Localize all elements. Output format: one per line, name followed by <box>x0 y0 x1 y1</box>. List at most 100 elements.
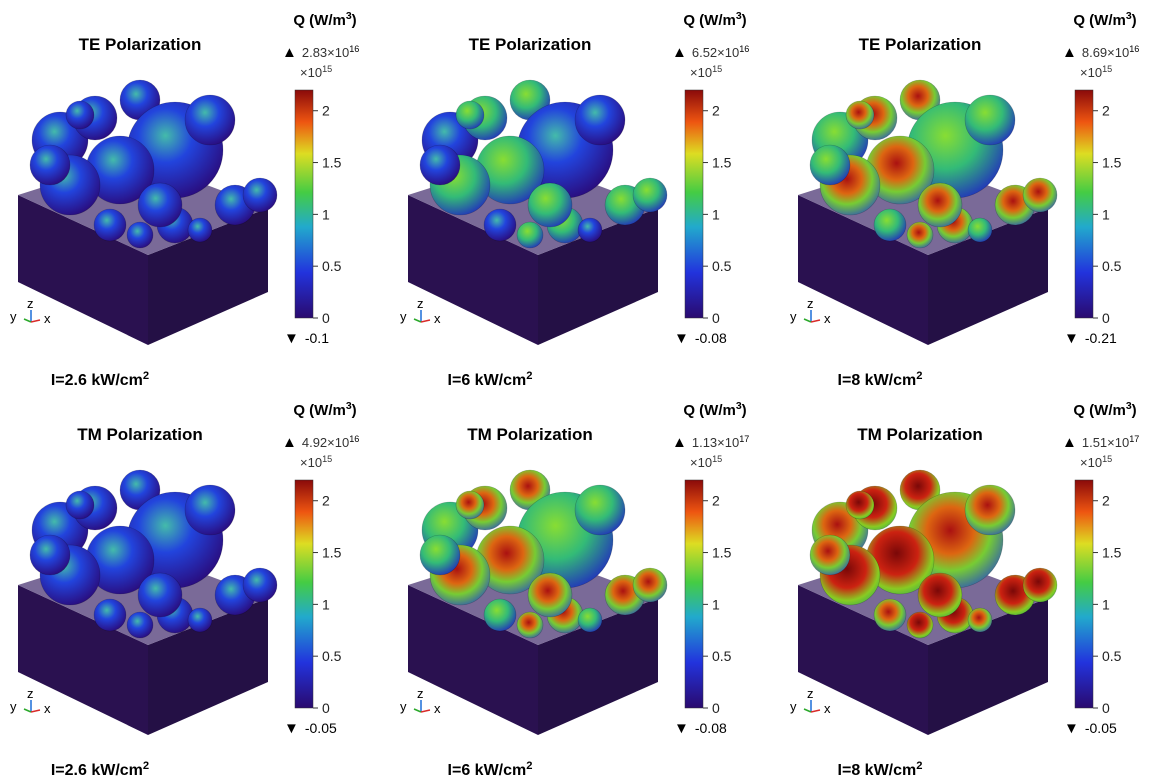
axis-z-label: z <box>807 686 814 701</box>
colorbar-tick-label: 1.5 <box>322 545 342 561</box>
intensity-text: I=8 kW/cm <box>838 762 917 779</box>
sphere <box>1023 568 1057 602</box>
sphere <box>965 485 1015 535</box>
colorbar-tick-label: 0 <box>322 310 330 326</box>
axis-x-label: x <box>434 701 441 716</box>
sphere <box>138 573 182 617</box>
axis-y-label: y <box>400 309 407 324</box>
superscript: 2 <box>916 760 922 772</box>
sphere <box>66 491 94 519</box>
min-value: -0.1 <box>305 330 329 346</box>
max-base: 8.69×10 <box>1082 45 1129 60</box>
sphere <box>185 95 235 145</box>
unit-text: Q (W/m <box>293 12 346 29</box>
colorbar-tick-label: 1.5 <box>322 155 342 171</box>
unit-text: Q (W/m <box>1073 12 1126 29</box>
sphere <box>633 568 667 602</box>
sphere <box>188 608 212 632</box>
multiplier-base: ×10 <box>690 455 712 470</box>
panel: TM PolarizationQ (W/m3)▲4.92×1016×101500… <box>10 400 359 779</box>
colorbar-min: ▼-0.05 <box>284 720 337 737</box>
sphere <box>517 222 543 248</box>
superscript: 16 <box>739 44 749 54</box>
axis-triad: yzx <box>10 296 51 326</box>
unit-text: Q (W/m <box>683 12 736 29</box>
colorbar-tick-label: 1.5 <box>712 545 732 561</box>
min-value: -0.05 <box>1085 720 1117 736</box>
colorbar-min: ▼-0.08 <box>674 330 727 347</box>
sphere <box>575 95 625 145</box>
colorbar-max: ▲8.69×1016 <box>1062 44 1139 61</box>
superscript: 16 <box>1129 44 1139 54</box>
colorbar <box>685 90 703 318</box>
colorbar-tick-label: 0.5 <box>322 258 342 274</box>
axis-x-label: x <box>44 311 51 326</box>
colorbar <box>1075 480 1093 708</box>
min-value: -0.21 <box>1085 330 1117 346</box>
intensity-text: I=2.6 kW/cm <box>51 762 143 779</box>
axis-z-label: z <box>807 296 814 311</box>
min-symbol: ▼ <box>674 330 689 347</box>
panel-title: TE Polarization <box>859 35 982 54</box>
sphere <box>456 101 484 129</box>
sphere <box>874 599 906 631</box>
axis-x-label: x <box>824 311 831 326</box>
superscript: 2 <box>143 760 149 772</box>
min-symbol: ▼ <box>1064 330 1079 347</box>
colorbar <box>295 90 313 318</box>
superscript: 15 <box>1102 64 1112 74</box>
superscript: 15 <box>322 64 332 74</box>
intensity-text: I=6 kW/cm <box>448 762 527 779</box>
sphere <box>578 608 602 632</box>
max-symbol: ▲ <box>282 44 297 61</box>
colorbar-max: ▲6.52×1016 <box>672 44 749 61</box>
colorbar-tick-label: 2 <box>1102 103 1110 119</box>
colorbar-tick-label: 0.5 <box>1102 648 1122 664</box>
colorbar-tick-label: 2 <box>712 103 720 119</box>
colorbar <box>685 480 703 708</box>
sphere <box>1023 178 1057 212</box>
axis-x <box>421 320 430 322</box>
axis-x <box>421 710 430 712</box>
max-base: 4.92×10 <box>302 435 349 450</box>
axis-y <box>804 319 811 322</box>
sphere <box>243 568 277 602</box>
panel-title: TE Polarization <box>79 35 202 54</box>
sphere <box>243 178 277 212</box>
panel-title: TM Polarization <box>857 425 983 444</box>
intensity-label: I=8 kW/cm2 <box>838 370 923 389</box>
colorbar-tick-label: 0.5 <box>1102 258 1122 274</box>
colorbar-max: ▲2.83×1016 <box>282 44 359 61</box>
colorbar-min: ▼ -0.21 <box>1064 330 1117 347</box>
colorbar-tick-label: 0 <box>712 700 720 716</box>
axis-triad: yzx <box>400 296 441 326</box>
max-symbol: ▲ <box>672 44 687 61</box>
sphere <box>874 209 906 241</box>
sphere <box>185 485 235 535</box>
colorbar-tick-label: 0.5 <box>322 648 342 664</box>
superscript: 15 <box>322 454 332 464</box>
intensity-label: I=6 kW/cm2 <box>448 760 533 779</box>
sphere <box>188 218 212 242</box>
panel: TE PolarizationQ (W/m3)▲8.69×1016×101500… <box>790 10 1139 389</box>
colorbar-tick-label: 0 <box>712 310 720 326</box>
colorbar-tick-label: 2 <box>712 493 720 509</box>
intensity-text: I=6 kW/cm <box>448 372 527 389</box>
axis-z-label: z <box>417 296 424 311</box>
sphere <box>94 599 126 631</box>
colorbar <box>1075 90 1093 318</box>
sphere <box>420 535 460 575</box>
unit-text: Q (W/m <box>683 402 736 419</box>
colorbar-multiplier: ×1015 <box>690 64 722 80</box>
sphere <box>575 485 625 535</box>
axis-triad: yzx <box>10 686 51 716</box>
max-symbol: ▲ <box>1062 434 1077 451</box>
max-base: 1.13×10 <box>692 435 739 450</box>
axis-x <box>811 710 820 712</box>
sphere <box>484 599 516 631</box>
colorbar-tick-label: 2 <box>1102 493 1110 509</box>
min-symbol: ▼ <box>1064 720 1079 737</box>
colorbar-multiplier: ×1015 <box>690 454 722 470</box>
unit-text: Q (W/m <box>293 402 346 419</box>
